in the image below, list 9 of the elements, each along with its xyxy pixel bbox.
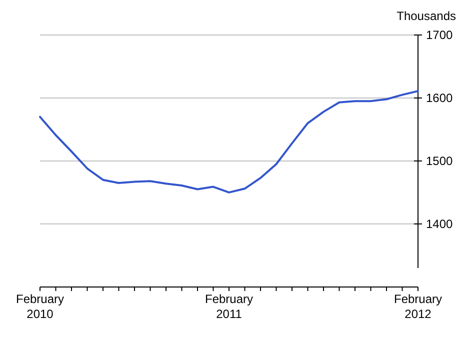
- line-series: [39, 90, 419, 194]
- y-axis-title: Thousands: [396, 9, 456, 23]
- y-tick-label: 1600: [426, 91, 454, 106]
- x-tick-label: February 2010: [16, 292, 64, 321]
- y-tick-label: 1700: [426, 28, 454, 42]
- x-tick-label: February 2011: [204, 292, 254, 321]
- x-tick-label: February 2012: [394, 292, 442, 321]
- y-tick-label: 1400: [426, 217, 454, 232]
- y-tick-label: 1500: [426, 154, 454, 168]
